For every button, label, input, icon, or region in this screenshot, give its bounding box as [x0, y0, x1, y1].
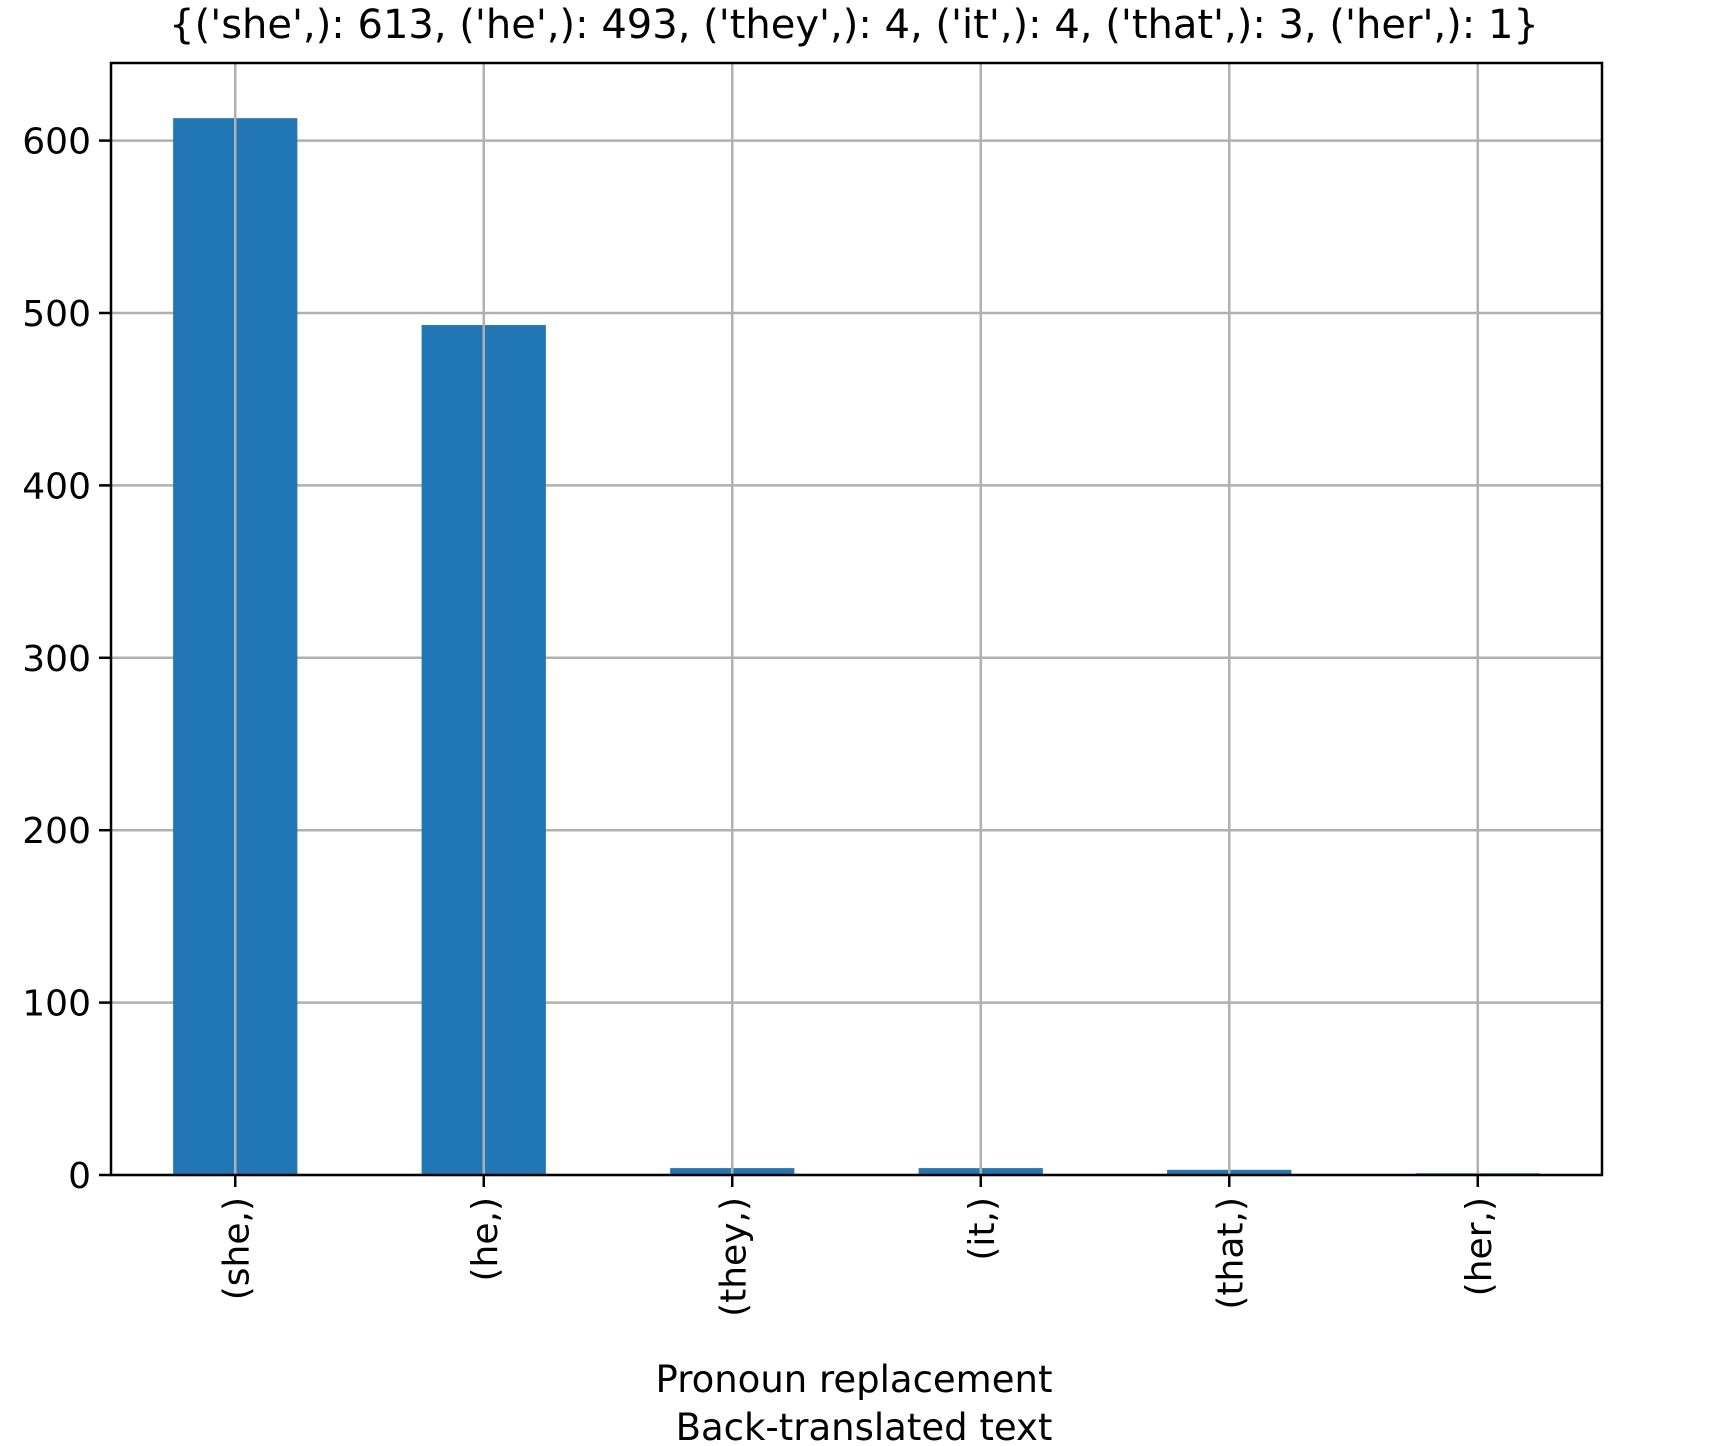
y-tick-label: 100	[22, 984, 91, 1025]
plot-frame	[109, 61, 1604, 1177]
x-tick-label: (they,)	[713, 1197, 754, 1317]
bars	[173, 63, 1540, 1176]
x-tick-label: (it,)	[962, 1197, 1003, 1261]
chart-title: {('she',): 613, ('he',): 493, ('they',):…	[169, 2, 1539, 48]
x-tick-label: (that,)	[1210, 1197, 1251, 1310]
y-axis: 0 100 200 300 400 500 600	[22, 122, 111, 1197]
x-axis-label-line-2: Back-translated text	[676, 1406, 1053, 1446]
y-tick-label: 600	[22, 122, 91, 163]
grid-lines	[111, 139, 1602, 1177]
y-tick-label: 0	[68, 1156, 91, 1197]
x-tick-label: (her,)	[1459, 1197, 1500, 1296]
x-tick-label: (he,)	[465, 1197, 506, 1282]
x-axis-label-line-1: Pronoun replacement	[656, 1358, 1053, 1401]
y-tick-label: 400	[22, 466, 91, 507]
y-tick-label: 200	[22, 811, 91, 852]
x-axis: (she,) (he,) (they,) (it,) (that,) (her,)	[216, 1175, 1500, 1317]
y-tick-label: 500	[22, 294, 91, 335]
y-tick-label: 300	[22, 639, 91, 680]
x-tick-label: (she,)	[216, 1197, 257, 1300]
